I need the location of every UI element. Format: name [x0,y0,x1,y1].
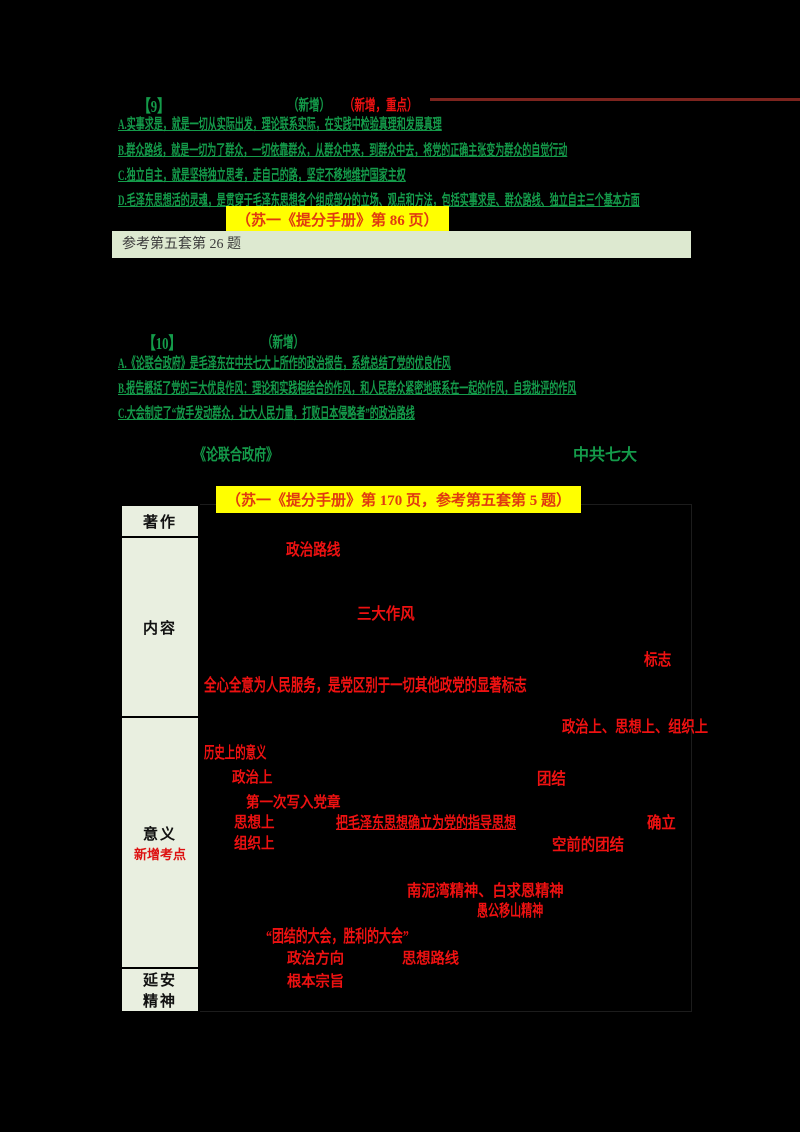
table-row-label-content: 内容 [120,536,200,718]
annotation-three-aspects: 政治上、思想上、组织上 [562,719,709,736]
annotation-organizationally: 组织上 [234,836,275,852]
annotation-ideological-line: 思想路线 [402,951,460,967]
annotation-historic-significance: 历史上的意义 [204,745,267,762]
annotation-political-line: 政治路线 [286,542,341,559]
row-label-text-line1: 延安 [142,973,177,989]
table-row-label-yanan-spirit: 延安 精神 [120,967,200,1013]
section1-tag: 【9】 [138,97,170,116]
annotation-written-into-constitution: 第一次写入党章 [246,795,341,811]
annotation-three-work-styles: 三大作风 [357,606,415,623]
reference-bar: 参考第五套第 26 题 [112,231,691,258]
section2-item-c: C.大会制定了“放手发动群众，壮大人民力量，打败日本侵略者”的政治路线 [118,406,415,422]
annotation-established: 确立 [647,815,676,832]
reference-callout-2: （苏一《提分手册》第 170 页，参考第五套第 5 题） [216,486,582,513]
annotation-serve-the-people: 全心全意为人民服务，是党区别于一切其他政党的显著标志 [204,676,527,695]
section2-item-a: A.《论联合政府》是毛泽东在中共七大上所作的政治报告，系统总结了党的优良作风 [118,356,451,372]
annotation-unity: 团结 [537,771,566,788]
section1-note-green: （新增） [288,98,331,114]
row-label-text: 意义 [142,826,177,843]
annotation-yugong-spirit: 愚公移山精神 [477,903,544,920]
section2-tag: 【10】 [143,334,182,353]
row-label-text: 内容 [142,620,177,637]
annotation-fundamental-purpose: 根本宗旨 [287,974,345,990]
section1-note-red: （新增，重点） [344,98,418,114]
heading-congress: 中共七大 [573,447,638,464]
annotation-congress-quote: “团结的大会，胜利的大会” [266,927,409,946]
annotation-ideologically: 思想上 [234,815,275,831]
section2-item-b: B.报告概括了党的三大优良作风：理论和实践相结合的作风，和人民群众紧密地联系在一… [118,381,577,397]
reference-callout-1: （苏一《提分手册》第 86 页） [226,206,449,233]
heading-work-title: 《论联合政府》 [194,447,279,464]
new-exam-point-badge: 新增考点 [133,846,186,862]
row-label-text-line2: 精神 [142,994,177,1010]
table-row-label-works: 著作 [120,504,200,538]
section1-item-b: B.群众路线，就是一切为了群众，一切依靠群众，从群众中来，到群众中去，将党的正确… [118,143,568,159]
section2-note-green: （新增） [262,335,305,351]
annotation-unprecedented-unity: 空前的团结 [552,837,625,854]
section1-item-d: D.毛泽东思想活的灵魂，是贯穿于毛泽东思想各个组成部分的立场、观点和方法，包括实… [118,193,640,209]
section1-item-c: C.独立自主，就是坚持独立思考，走自己的路，坚定不移地维护国家主权 [118,168,406,184]
annotation-politically: 政治上 [232,770,273,786]
row-label-text: 著作 [142,514,177,531]
annotation-spirit-examples: 南泥湾精神、白求恩精神 [407,883,564,900]
annotation-political-direction: 政治方向 [287,951,345,967]
annotation-mark: 标志 [644,652,672,669]
annotation-guiding-ideology: 把毛泽东思想确立为党的指导思想 [336,815,517,832]
table-row-label-significance: 意义 新增考点 [120,716,200,969]
section1-item-a: A.实事求是，就是一切从实际出发，理论联系实际，在实践中检验真理和发展真理 [118,117,442,133]
horizontal-rule [430,98,800,101]
